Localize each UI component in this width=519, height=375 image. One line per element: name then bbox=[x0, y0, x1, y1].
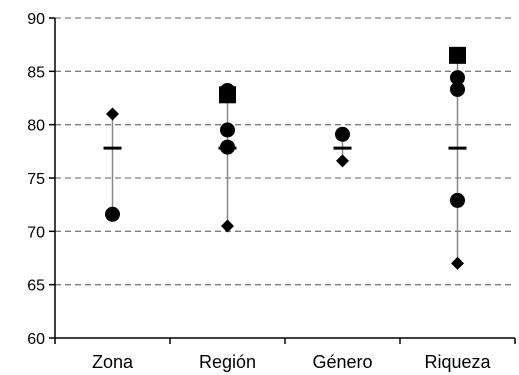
data-point-5 bbox=[220, 139, 235, 155]
y-tick-label-60: 60 bbox=[27, 331, 45, 348]
y-tick-label-65: 65 bbox=[27, 278, 45, 295]
data-point-9 bbox=[449, 46, 466, 64]
y-tick-label-80: 80 bbox=[27, 118, 45, 135]
y-axis-ticks: 60 65 70 75 80 85 90 bbox=[27, 11, 55, 348]
data-points bbox=[105, 46, 466, 270]
data-point-1 bbox=[105, 206, 120, 222]
y-tick-label-90: 90 bbox=[27, 11, 45, 28]
data-point-12 bbox=[450, 192, 465, 208]
data-point-10 bbox=[450, 70, 465, 86]
data-point-6 bbox=[221, 219, 234, 233]
data-point-11 bbox=[450, 81, 465, 97]
gridlines bbox=[55, 17, 515, 286]
category-label-3: Riqueza bbox=[424, 352, 491, 372]
category-labels: Zona Región Género Riqueza bbox=[92, 352, 492, 372]
data-point-0 bbox=[106, 107, 119, 121]
y-tick-label-75: 75 bbox=[27, 171, 45, 188]
data-point-13 bbox=[451, 256, 464, 270]
data-point-7 bbox=[335, 126, 350, 142]
data-point-8 bbox=[336, 154, 349, 168]
category-label-0: Zona bbox=[92, 352, 134, 372]
data-point-4 bbox=[220, 122, 235, 138]
y-tick-label-85: 85 bbox=[27, 64, 45, 81]
category-label-2: Género bbox=[312, 352, 372, 372]
data-point-3 bbox=[219, 86, 236, 104]
y-tick-label-70: 70 bbox=[27, 224, 45, 241]
category-label-1: Región bbox=[199, 352, 256, 372]
range-lines bbox=[111, 56, 459, 264]
axes bbox=[54, 18, 516, 344]
